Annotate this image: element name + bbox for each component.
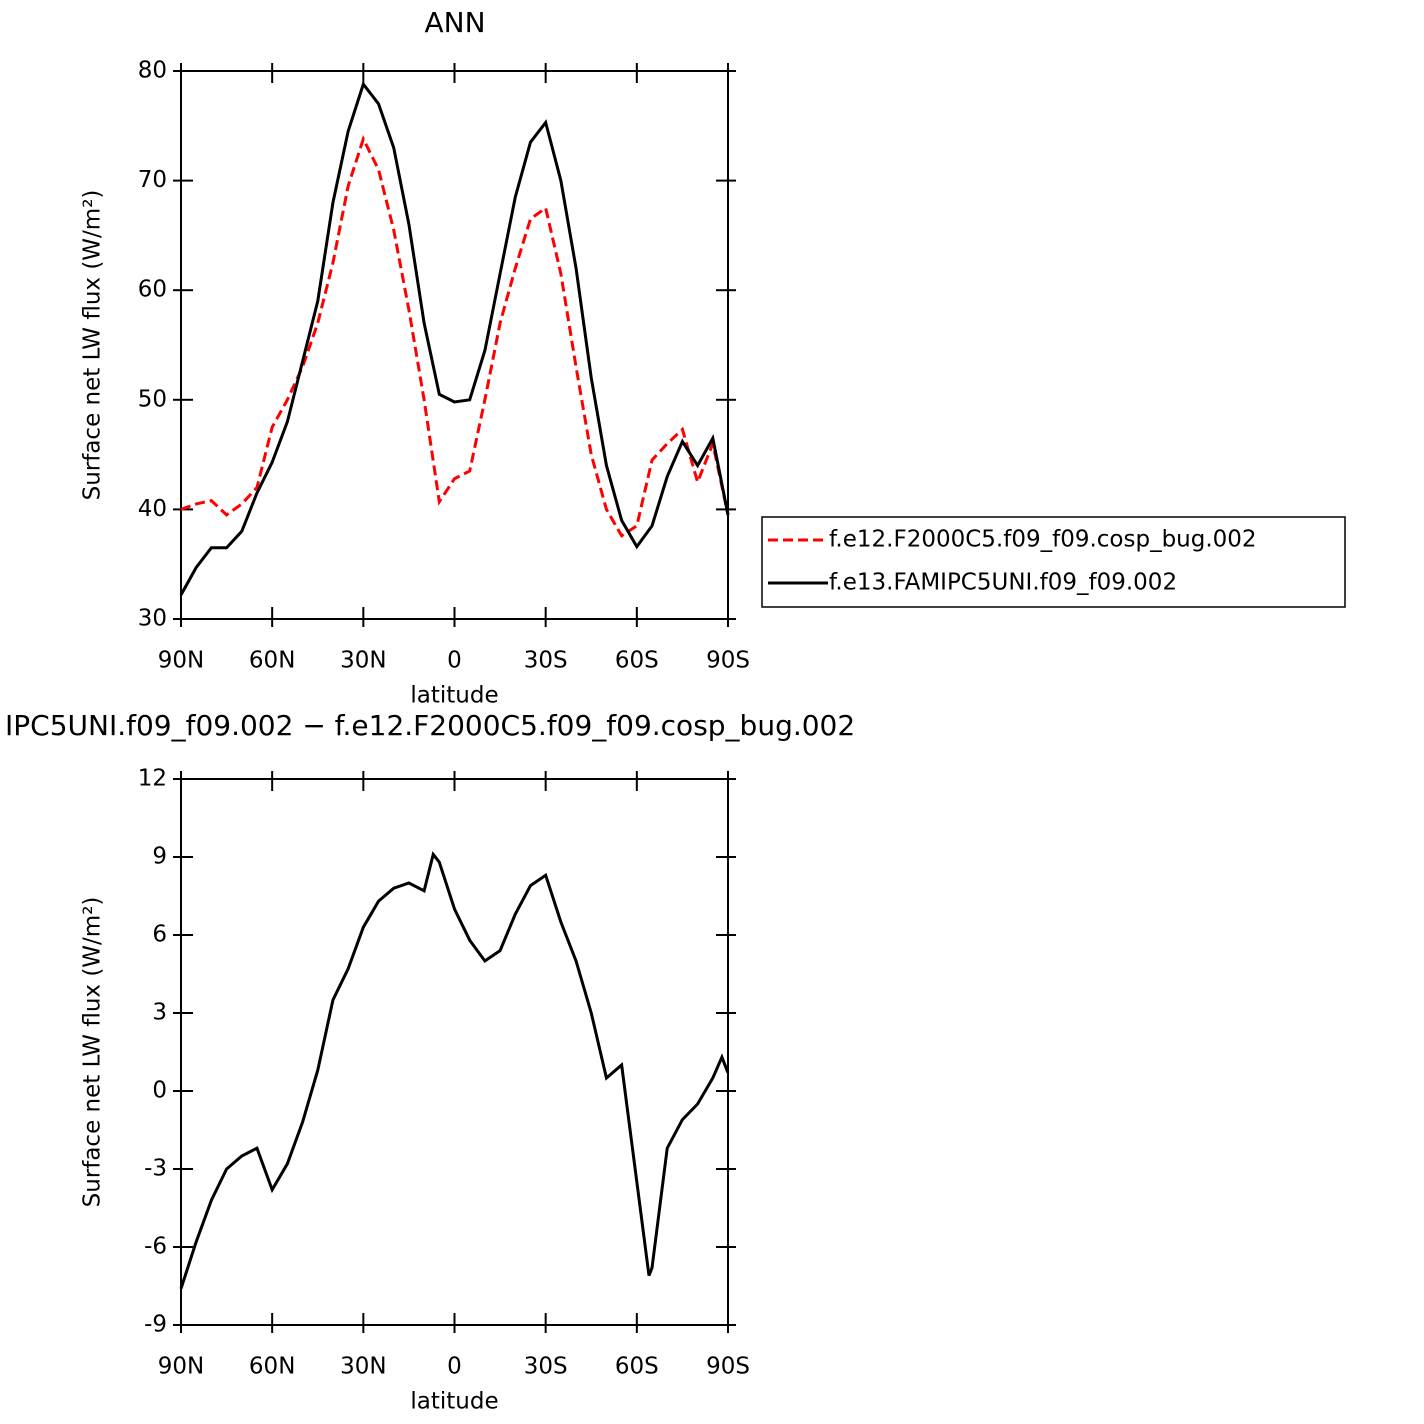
legend-label: f.e13.FAMIPC5UNI.f09_f09.002 [829,570,1177,596]
x-tick-label: 60N [249,648,295,674]
x-axis-label: latitude [410,683,498,709]
y-tick-label: 9 [152,844,167,870]
y-tick-label: -9 [144,1312,167,1338]
y-tick-label: 3 [152,1000,167,1026]
y-tick-label: 6 [152,922,167,948]
x-tick-label: 90N [158,1354,204,1380]
data-line [179,80,730,596]
x-tick-label: 60N [249,1354,295,1380]
x-tick-label: 90N [158,648,204,674]
y-axis-label: Surface net LW flux (W/m²) [80,897,106,1208]
y-tick-label: 80 [138,58,167,84]
y-tick-label: -6 [144,1234,167,1260]
x-tick-label: 60S [615,648,659,674]
x-tick-label: 30N [340,648,386,674]
y-tick-label: 70 [138,167,167,193]
x-tick-label: 30N [340,1354,386,1380]
x-tick-label: 60S [615,1354,659,1380]
x-tick-label: 90S [706,648,750,674]
legend-label: f.e12.F2000C5.f09_f09.cosp_bug.002 [829,527,1257,553]
x-axis-label: latitude [410,1389,498,1415]
y-tick-label: 60 [138,277,167,303]
x-tick-label: 0 [447,1354,462,1380]
y-tick-label: 0 [152,1078,167,1104]
y-tick-label: -3 [144,1156,167,1182]
data-line [180,134,730,538]
y-axis-label: Surface net LW flux (W/m²) [80,190,106,501]
x-tick-label: 90S [706,1354,750,1380]
x-tick-label: 30S [524,648,568,674]
legend-box [761,516,1346,608]
chart-title: IPC5UNI.f09_f09.002 − f.e12.F2000C5.f09_… [5,709,855,742]
y-tick-label: 50 [138,386,167,412]
plot-frame [180,70,729,620]
x-tick-label: 30S [524,1354,568,1380]
y-tick-label: 30 [138,606,167,632]
y-tick-label: 40 [138,496,167,522]
data-line [179,851,730,1290]
y-tick-label: 12 [138,766,167,792]
chart-title: ANN [424,6,485,39]
x-tick-label: 0 [447,648,462,674]
